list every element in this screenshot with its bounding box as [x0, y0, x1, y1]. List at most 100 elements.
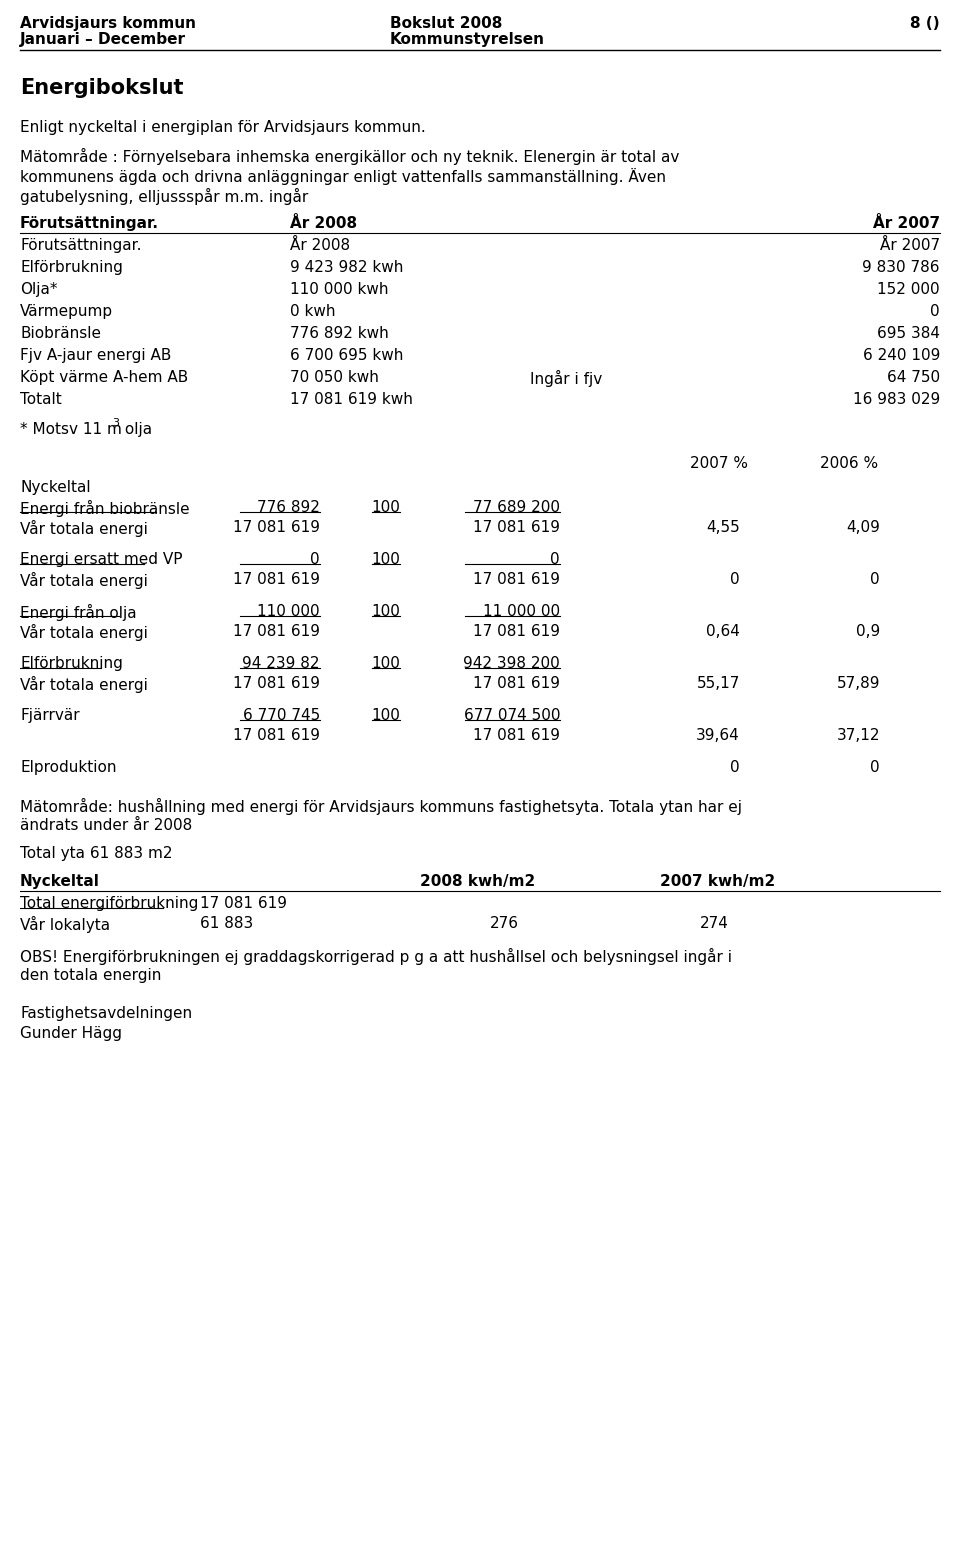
- Text: 152 000: 152 000: [877, 282, 940, 297]
- Text: Förutsättningar.: Förutsättningar.: [20, 217, 159, 231]
- Text: 0: 0: [930, 303, 940, 319]
- Text: den totala energin: den totala energin: [20, 968, 161, 983]
- Text: Vår lokalyta: Vår lokalyta: [20, 916, 110, 933]
- Text: kommunens ägda och drivna anläggningar enligt vattenfalls sammanställning. Även: kommunens ägda och drivna anläggningar e…: [20, 169, 666, 186]
- Text: Energi från biobränsle: Energi från biobränsle: [20, 500, 190, 517]
- Text: 110 000 kwh: 110 000 kwh: [290, 282, 389, 297]
- Text: 2008 kwh/m2: 2008 kwh/m2: [420, 875, 536, 889]
- Text: Vår totala energi: Vår totala energi: [20, 573, 148, 590]
- Text: 776 892: 776 892: [257, 500, 320, 515]
- Text: 9 830 786: 9 830 786: [862, 260, 940, 276]
- Text: Mätområde: hushållning med energi för Arvidsjaurs kommuns fastighetsyta. Totala : Mätområde: hushållning med energi för Ar…: [20, 799, 742, 814]
- Text: olja: olja: [120, 423, 152, 437]
- Text: 677 074 500: 677 074 500: [464, 707, 560, 723]
- Text: År 2007: År 2007: [873, 217, 940, 231]
- Text: 70 050 kwh: 70 050 kwh: [290, 370, 379, 385]
- Text: 37,12: 37,12: [836, 728, 880, 743]
- Text: 3: 3: [112, 418, 119, 427]
- Text: 0: 0: [550, 553, 560, 567]
- Text: 77 689 200: 77 689 200: [473, 500, 560, 515]
- Text: 6 700 695 kwh: 6 700 695 kwh: [290, 348, 403, 362]
- Text: 100: 100: [372, 604, 400, 619]
- Text: 11 000 00: 11 000 00: [483, 604, 560, 619]
- Text: 4,55: 4,55: [707, 520, 740, 536]
- Text: 94 239 82: 94 239 82: [243, 656, 320, 670]
- Text: ändrats under år 2008: ändrats under år 2008: [20, 817, 192, 833]
- Text: 0 kwh: 0 kwh: [290, 303, 335, 319]
- Text: Bokslut 2008: Bokslut 2008: [390, 15, 502, 31]
- Text: Elförbrukning: Elförbrukning: [20, 656, 123, 670]
- Text: Arvidsjaurs kommun: Arvidsjaurs kommun: [20, 15, 196, 31]
- Text: Köpt värme A-hem AB: Köpt värme A-hem AB: [20, 370, 188, 385]
- Text: Kommunstyrelsen: Kommunstyrelsen: [390, 33, 545, 46]
- Text: Fjärrvär: Fjärrvär: [20, 707, 80, 723]
- Text: 16 983 029: 16 983 029: [852, 392, 940, 407]
- Text: 100: 100: [372, 656, 400, 670]
- Text: 17 081 619: 17 081 619: [233, 520, 320, 536]
- Text: 17 081 619 kwh: 17 081 619 kwh: [290, 392, 413, 407]
- Text: 0: 0: [731, 760, 740, 776]
- Text: 2006 %: 2006 %: [820, 457, 878, 471]
- Text: 55,17: 55,17: [697, 676, 740, 690]
- Text: 61 883: 61 883: [200, 916, 253, 930]
- Text: Förutsättningar.: Förutsättningar.: [20, 238, 141, 252]
- Text: Nyckeltal: Nyckeltal: [20, 480, 90, 495]
- Text: 695 384: 695 384: [877, 327, 940, 341]
- Text: 942 398 200: 942 398 200: [464, 656, 560, 670]
- Text: Total energiförbrukning: Total energiförbrukning: [20, 896, 199, 912]
- Text: År 2008: År 2008: [290, 238, 350, 252]
- Text: 17 081 619: 17 081 619: [233, 728, 320, 743]
- Text: 57,89: 57,89: [836, 676, 880, 690]
- Text: 2007 %: 2007 %: [690, 457, 748, 471]
- Text: 274: 274: [700, 916, 729, 930]
- Text: Energi från olja: Energi från olja: [20, 604, 136, 621]
- Text: 9 423 982 kwh: 9 423 982 kwh: [290, 260, 403, 276]
- Text: 17 081 619: 17 081 619: [473, 676, 560, 690]
- Text: 0: 0: [871, 760, 880, 776]
- Text: 4,09: 4,09: [846, 520, 880, 536]
- Text: 17 081 619: 17 081 619: [473, 573, 560, 587]
- Text: 17 081 619: 17 081 619: [233, 624, 320, 639]
- Text: 0,64: 0,64: [707, 624, 740, 639]
- Text: Ingår i fjv: Ingår i fjv: [530, 370, 602, 387]
- Text: Energi ersatt med VP: Energi ersatt med VP: [20, 553, 182, 567]
- Text: År 2007: År 2007: [880, 238, 940, 252]
- Text: 110 000: 110 000: [257, 604, 320, 619]
- Text: 0: 0: [731, 573, 740, 587]
- Text: * Motsv 11 m: * Motsv 11 m: [20, 423, 122, 437]
- Text: Januari – December: Januari – December: [20, 33, 186, 46]
- Text: Totalt: Totalt: [20, 392, 61, 407]
- Text: Mätområde : Förnyelsebara inhemska energikällor och ny teknik. Elenergin är tota: Mätområde : Förnyelsebara inhemska energ…: [20, 149, 680, 166]
- Text: 100: 100: [372, 707, 400, 723]
- Text: 6 770 745: 6 770 745: [243, 707, 320, 723]
- Text: 776 892 kwh: 776 892 kwh: [290, 327, 389, 341]
- Text: 276: 276: [490, 916, 519, 930]
- Text: 0: 0: [310, 553, 320, 567]
- Text: Fjv A-jaur energi AB: Fjv A-jaur energi AB: [20, 348, 172, 362]
- Text: 17 081 619: 17 081 619: [200, 896, 287, 912]
- Text: År 2008: År 2008: [290, 217, 357, 231]
- Text: 8 (): 8 (): [910, 15, 940, 31]
- Text: Biobränsle: Biobränsle: [20, 327, 101, 341]
- Text: Enligt nyckeltal i energiplan för Arvidsjaurs kommun.: Enligt nyckeltal i energiplan för Arvids…: [20, 121, 425, 135]
- Text: Värmepump: Värmepump: [20, 303, 113, 319]
- Text: 39,64: 39,64: [696, 728, 740, 743]
- Text: Energibokslut: Energibokslut: [20, 77, 183, 98]
- Text: 17 081 619: 17 081 619: [233, 676, 320, 690]
- Text: 17 081 619: 17 081 619: [473, 520, 560, 536]
- Text: OBS! Energiförbrukningen ej graddagskorrigerad p g a att hushållsel och belysnin: OBS! Energiförbrukningen ej graddagskorr…: [20, 947, 732, 964]
- Text: gatubelysning, elljussspår m.m. ingår: gatubelysning, elljussspår m.m. ingår: [20, 187, 308, 204]
- Text: 0,9: 0,9: [855, 624, 880, 639]
- Text: Elförbrukning: Elförbrukning: [20, 260, 123, 276]
- Text: 2007 kwh/m2: 2007 kwh/m2: [660, 875, 776, 889]
- Text: 17 081 619: 17 081 619: [473, 728, 560, 743]
- Text: 100: 100: [372, 553, 400, 567]
- Text: Olja*: Olja*: [20, 282, 58, 297]
- Text: Gunder Hägg: Gunder Hägg: [20, 1026, 122, 1040]
- Text: 64 750: 64 750: [887, 370, 940, 385]
- Text: Vår totala energi: Vår totala energi: [20, 520, 148, 537]
- Text: 17 081 619: 17 081 619: [473, 624, 560, 639]
- Text: 17 081 619: 17 081 619: [233, 573, 320, 587]
- Text: Vår totala energi: Vår totala energi: [20, 624, 148, 641]
- Text: 0: 0: [871, 573, 880, 587]
